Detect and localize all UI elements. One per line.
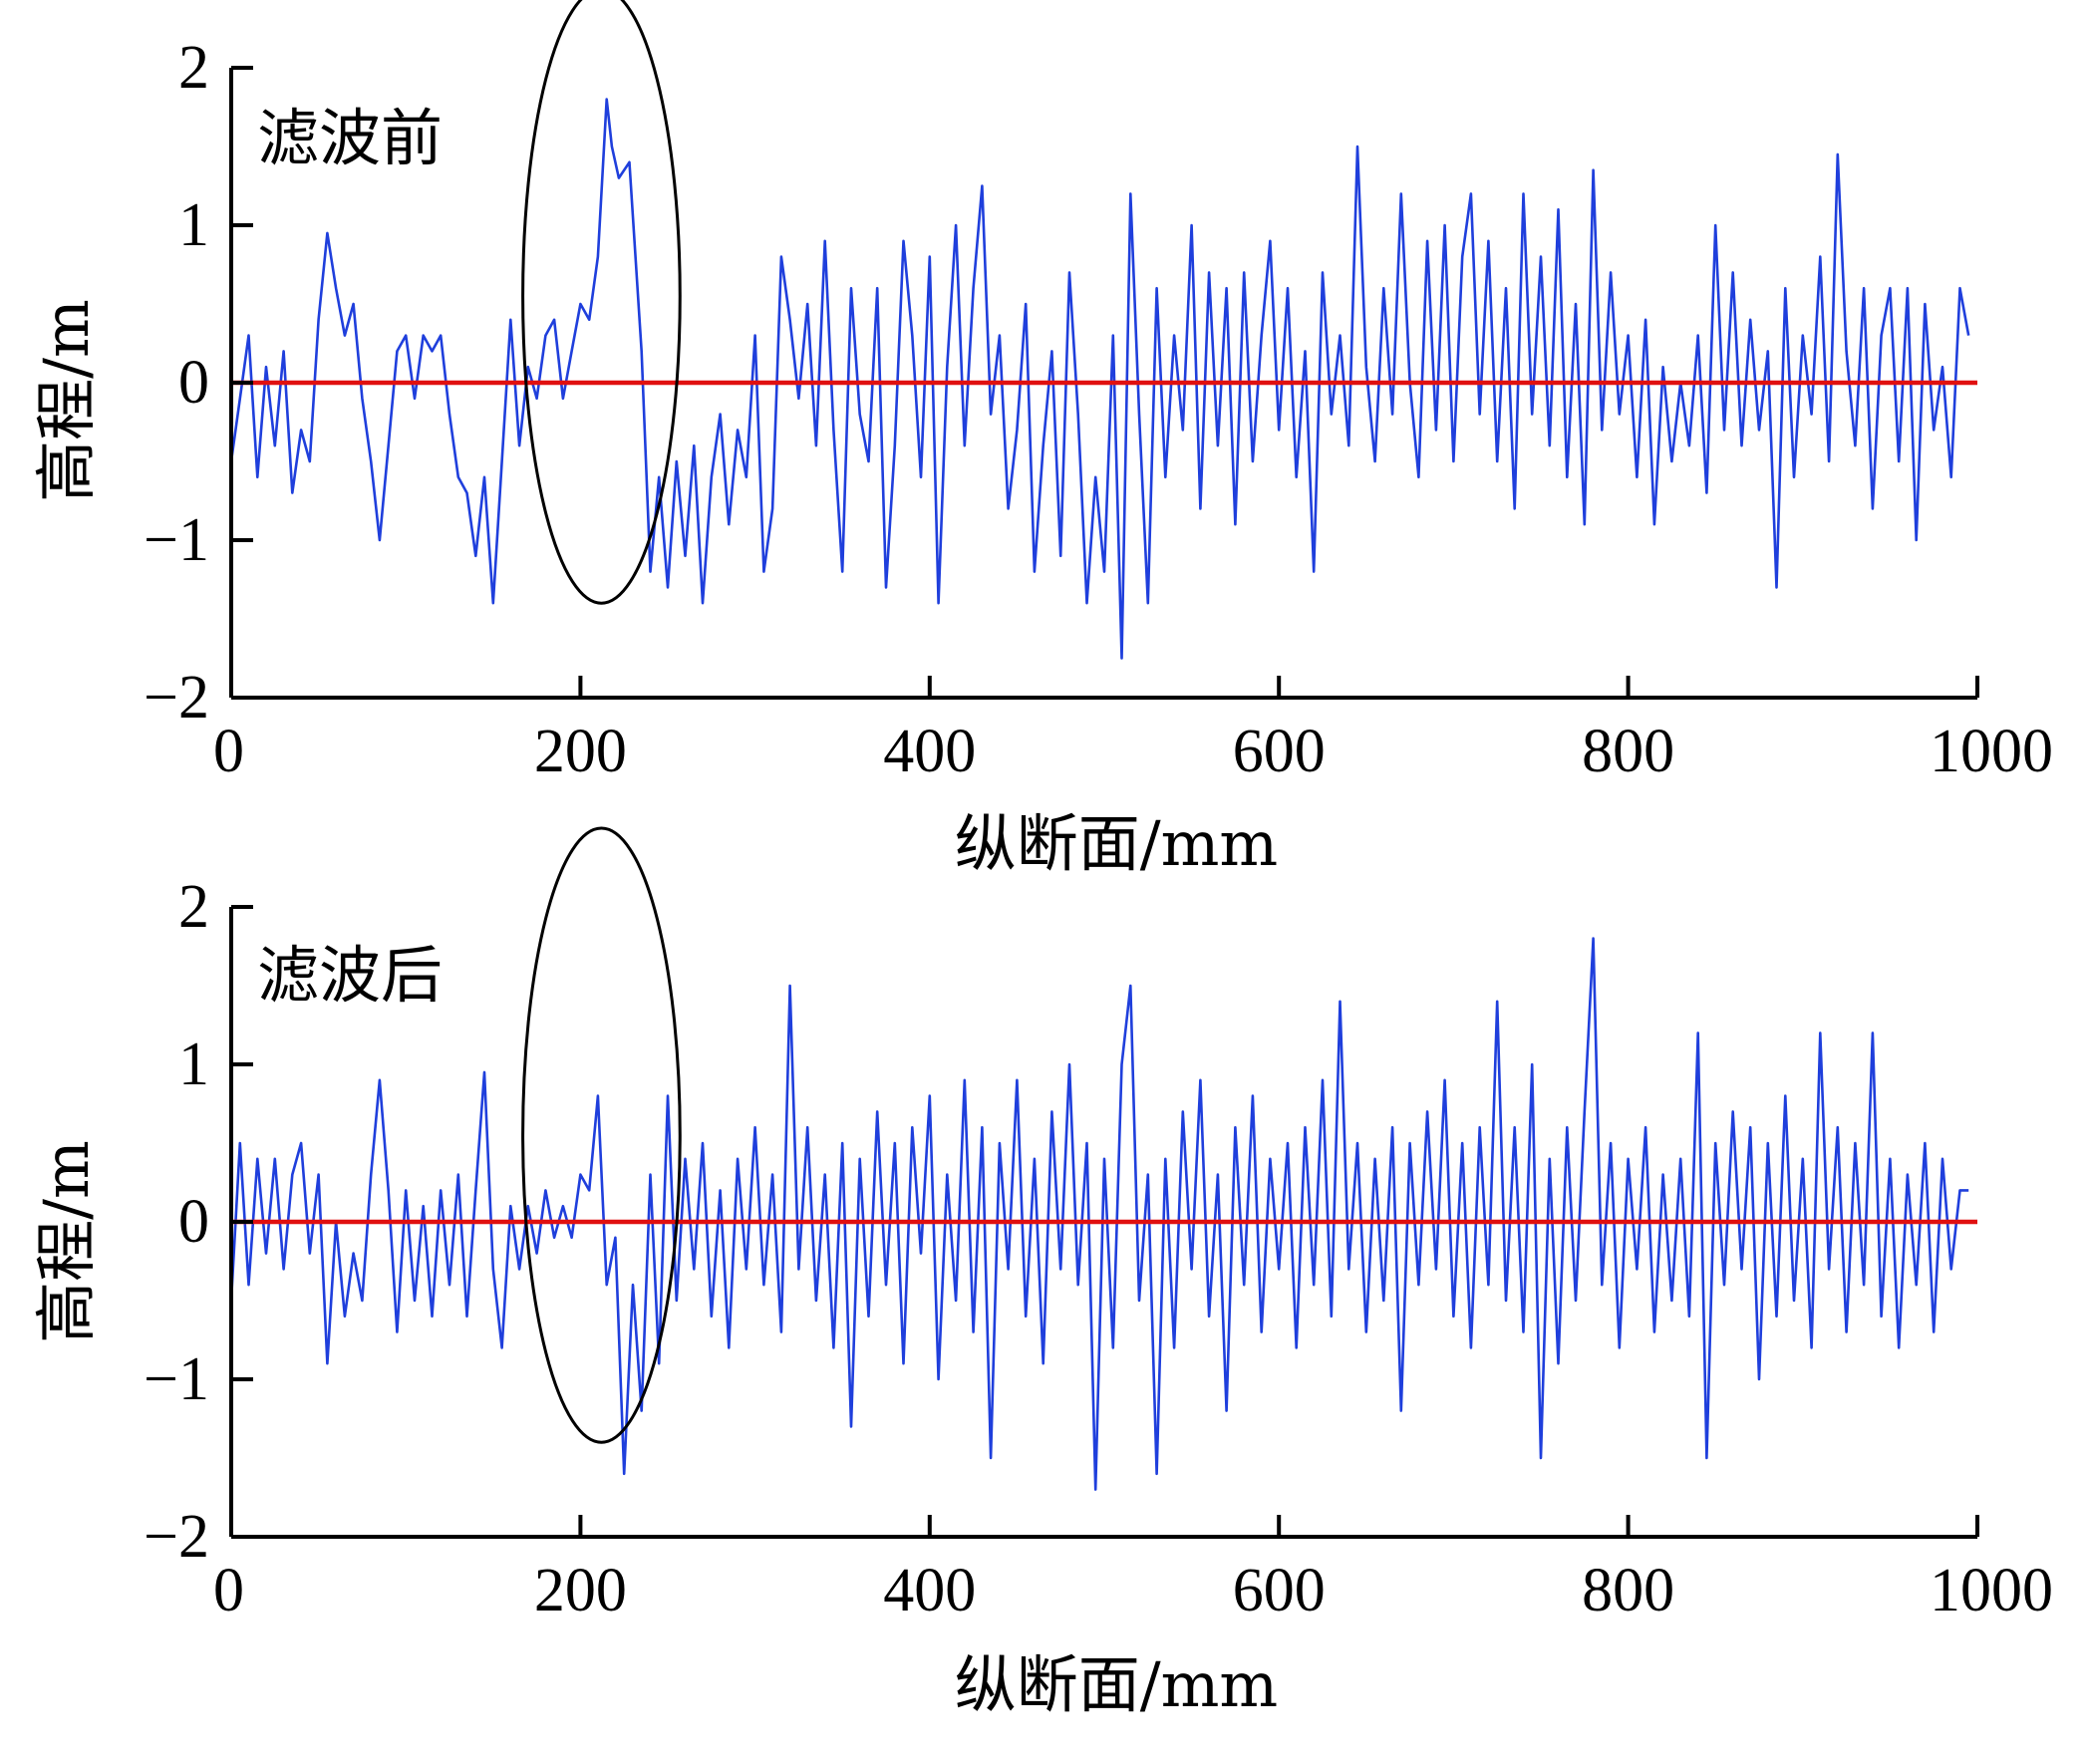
y-axis-label: 高程/m (30, 299, 103, 502)
x-tick-label: 400 (883, 718, 976, 785)
y-ticks: −2 −1 0 1 2 (144, 873, 253, 1571)
x-tick-label: 600 (1233, 718, 1326, 785)
x-tick-label: 600 (1233, 1557, 1326, 1624)
chart-panel-after-filter: −2 −1 0 1 2 0 200 400 600 800 1000 滤波后 高程/m 纵断面/m… (30, 826, 2053, 1721)
series-line (229, 98, 1970, 660)
y-tick-label: −2 (144, 664, 209, 732)
y-ticks: −2 −1 0 1 2 (144, 34, 253, 732)
x-tick-label: 0 (213, 1557, 244, 1624)
annotation-label: 滤波后 (257, 939, 443, 1012)
x-tick-label: 1000 (1930, 1557, 2053, 1624)
y-tick-label: −1 (144, 506, 209, 574)
x-ticks: 0 200 400 600 800 1000 (213, 676, 2053, 785)
plot-area (229, 0, 1977, 660)
highlight-ellipse (521, 826, 682, 1444)
x-tick-label: 200 (534, 718, 627, 785)
x-tick-label: 0 (213, 718, 244, 785)
y-axis-label: 高程/m (30, 1140, 103, 1343)
plot-area (229, 826, 1977, 1491)
x-tick-label: 200 (534, 1557, 627, 1624)
annotation-label: 滤波前 (257, 102, 443, 174)
y-tick-label: −1 (144, 1345, 209, 1413)
chart-panel-before-filter: −2 −1 0 1 2 0 200 400 600 800 1000 滤波前 高程/m 纵断面/m… (30, 0, 2053, 880)
y-tick-label: 1 (178, 191, 209, 259)
y-tick-label: 1 (178, 1030, 209, 1098)
highlight-ellipse (521, 0, 682, 605)
x-ticks: 0 200 400 600 800 1000 (213, 1515, 2053, 1624)
y-tick-label: 2 (178, 873, 209, 941)
x-tick-label: 1000 (1930, 718, 2053, 785)
y-tick-label: 0 (178, 1188, 209, 1256)
y-tick-label: 2 (178, 34, 209, 102)
x-tick-label: 800 (1582, 1557, 1674, 1624)
x-tick-label: 400 (883, 1557, 976, 1624)
x-axis-label: 纵断面/mm (955, 1648, 1278, 1721)
y-tick-label: −2 (144, 1503, 209, 1571)
x-tick-label: 800 (1582, 718, 1674, 785)
x-axis-label: 纵断面/mm (955, 807, 1278, 880)
series-line (229, 937, 1969, 1491)
y-tick-label: 0 (178, 349, 209, 417)
